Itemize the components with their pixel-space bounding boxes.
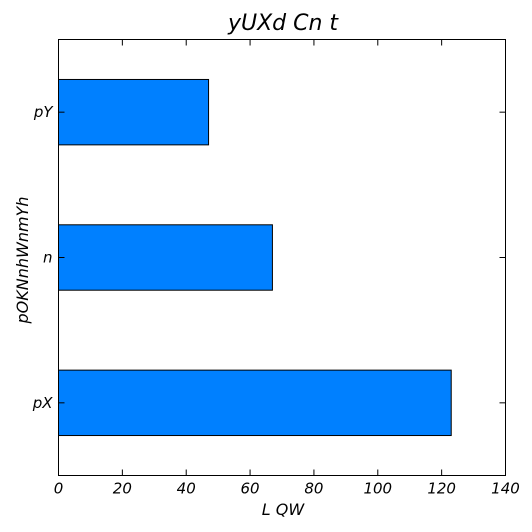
x-axis-label: L QW	[262, 500, 306, 519]
ticks-layer: pX n pY 0 20 40 60 80 100 120 140	[32, 39, 520, 498]
bar-n	[58, 224, 273, 291]
x-tick-label-100: 100	[363, 480, 392, 498]
y-axis-label: pOKNnhWnmYh	[13, 197, 32, 325]
x-tick-label-120: 120	[427, 480, 456, 498]
x-tick-label-80: 80	[304, 480, 323, 498]
x-tick-label-40: 40	[177, 480, 196, 498]
bar-pX	[58, 369, 452, 437]
chart-title: yUXd Cn t	[227, 11, 339, 36]
bars-layer	[58, 78, 452, 437]
x-tick-label-60: 60	[241, 480, 260, 498]
x-tick-label-140: 140	[491, 480, 520, 498]
y-tick-label-n: n	[43, 249, 53, 267]
y-tick-label-pY: pY	[33, 103, 55, 121]
bar-pY	[58, 78, 210, 146]
x-tick-label-0: 0	[54, 480, 64, 498]
x-tick-label-20: 20	[113, 480, 132, 498]
y-tick-label-pX: pX	[32, 394, 54, 412]
plot-frame	[58, 39, 506, 476]
